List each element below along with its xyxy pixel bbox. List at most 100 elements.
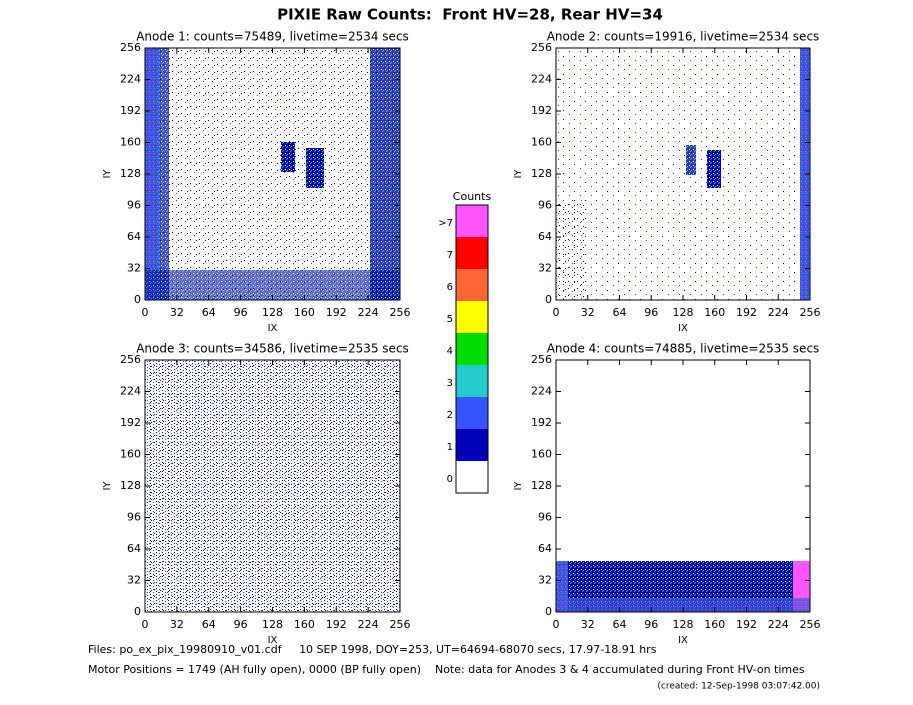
y-tick-label: 32 bbox=[127, 262, 141, 275]
y-tick-label: 64 bbox=[538, 230, 552, 243]
colorbar-label: 0 bbox=[447, 474, 453, 485]
x-tick-label: 0 bbox=[553, 306, 560, 319]
x-tick-label: 160 bbox=[704, 306, 725, 319]
x-tick-label: 64 bbox=[202, 618, 216, 631]
y-tick-label: 0 bbox=[545, 605, 552, 618]
y-tick-label: 128 bbox=[120, 479, 141, 492]
colorbar-label: >7 bbox=[438, 218, 453, 229]
colorbar-box bbox=[456, 397, 488, 429]
y-tick-label: 224 bbox=[531, 385, 552, 398]
y-tick-label: 160 bbox=[120, 448, 141, 461]
x-tick-label: 96 bbox=[644, 306, 658, 319]
x-tick-label: 32 bbox=[170, 306, 184, 319]
y-tick-label: 64 bbox=[127, 230, 141, 243]
x-tick-label: 0 bbox=[142, 306, 149, 319]
y-tick-label: 224 bbox=[120, 385, 141, 398]
y-tick-label: 32 bbox=[127, 574, 141, 587]
colorbar-frame bbox=[455, 204, 489, 494]
y-tick-label: 256 bbox=[120, 41, 141, 54]
x-tick-label: 64 bbox=[202, 306, 216, 319]
y-tick-label: 192 bbox=[120, 104, 141, 117]
y-tick-label: 256 bbox=[531, 353, 552, 366]
y-tick-label: 256 bbox=[120, 353, 141, 366]
x-tick-label: 96 bbox=[234, 306, 248, 319]
x-tick-label: 64 bbox=[613, 618, 627, 631]
x-tick-label: 224 bbox=[768, 306, 789, 319]
x-tick-label: 256 bbox=[800, 306, 821, 319]
colorbar-label: 1 bbox=[447, 442, 453, 453]
y-tick-label: 128 bbox=[120, 167, 141, 180]
x-tick-label: 32 bbox=[170, 618, 184, 631]
x-tick-label: 160 bbox=[704, 618, 725, 631]
x-tick-label: 224 bbox=[358, 306, 379, 319]
colorbar-label: 3 bbox=[447, 378, 453, 389]
colorbar-label: 2 bbox=[447, 410, 453, 421]
y-tick-label: 64 bbox=[538, 542, 552, 555]
y-axis-label: IY bbox=[102, 481, 113, 491]
x-tick-label: 192 bbox=[736, 618, 757, 631]
x-axis-label: IX bbox=[678, 323, 688, 334]
x-axis-label: IX bbox=[268, 323, 278, 334]
y-tick-label: 64 bbox=[127, 542, 141, 555]
y-tick-label: 160 bbox=[531, 448, 552, 461]
x-tick-label: 32 bbox=[581, 618, 595, 631]
y-tick-label: 160 bbox=[120, 136, 141, 149]
colorbar-label: 5 bbox=[447, 314, 453, 325]
x-tick-label: 192 bbox=[326, 306, 347, 319]
x-tick-label: 224 bbox=[358, 618, 379, 631]
y-tick-label: 32 bbox=[538, 262, 552, 275]
x-tick-label: 32 bbox=[581, 306, 595, 319]
colorbar-box bbox=[456, 237, 488, 269]
footer-text: (created: 12-Sep-1998 03:07:42.00) bbox=[657, 682, 820, 692]
x-tick-label: 128 bbox=[262, 306, 283, 319]
y-tick-label: 128 bbox=[531, 479, 552, 492]
colorbar-box bbox=[456, 461, 488, 493]
x-tick-label: 160 bbox=[294, 618, 315, 631]
y-tick-label: 256 bbox=[531, 41, 552, 54]
y-tick-label: 96 bbox=[127, 199, 141, 212]
x-axis-label: IX bbox=[678, 635, 688, 646]
x-tick-label: 256 bbox=[390, 306, 411, 319]
colorbar-label: 7 bbox=[447, 250, 453, 261]
colorbar-box bbox=[456, 333, 488, 365]
footer-text: Motor Positions = 1749 (AH fully open), … bbox=[88, 663, 805, 676]
y-tick-label: 192 bbox=[120, 416, 141, 429]
y-tick-label: 192 bbox=[531, 416, 552, 429]
x-tick-label: 192 bbox=[736, 306, 757, 319]
x-tick-label: 96 bbox=[234, 618, 248, 631]
footer-text: Files: po_ex_pix_19980910_v01.cdf 10 SEP… bbox=[88, 643, 657, 656]
x-tick-label: 160 bbox=[294, 306, 315, 319]
x-tick-label: 224 bbox=[768, 618, 789, 631]
y-tick-label: 224 bbox=[531, 73, 552, 86]
x-tick-label: 256 bbox=[800, 618, 821, 631]
colorbar-label: 6 bbox=[447, 282, 453, 293]
y-tick-label: 96 bbox=[127, 511, 141, 524]
y-tick-label: 96 bbox=[538, 199, 552, 212]
x-tick-label: 0 bbox=[553, 618, 560, 631]
x-tick-label: 192 bbox=[326, 618, 347, 631]
x-tick-label: 128 bbox=[262, 618, 283, 631]
y-axis-label: IY bbox=[513, 169, 524, 179]
colorbar-box bbox=[456, 269, 488, 301]
colorbar-box bbox=[456, 365, 488, 397]
y-tick-label: 0 bbox=[134, 605, 141, 618]
y-tick-label: 160 bbox=[531, 136, 552, 149]
colorbar-box bbox=[456, 301, 488, 333]
panel-title: Anode 3: counts=34586, livetime=2535 sec… bbox=[136, 342, 409, 356]
y-tick-label: 0 bbox=[134, 293, 141, 306]
colorbar-box bbox=[456, 205, 488, 237]
panel-title: Anode 4: counts=74885, livetime=2535 sec… bbox=[547, 342, 820, 356]
y-tick-label: 0 bbox=[545, 293, 552, 306]
panel-title: Anode 2: counts=19916, livetime=2534 sec… bbox=[547, 30, 820, 44]
colorbar-box bbox=[456, 429, 488, 461]
x-axis-label: IX bbox=[268, 635, 278, 646]
y-tick-label: 192 bbox=[531, 104, 552, 117]
x-tick-label: 0 bbox=[142, 618, 149, 631]
y-axis-label: IY bbox=[513, 481, 524, 491]
x-tick-label: 256 bbox=[390, 618, 411, 631]
x-tick-label: 128 bbox=[673, 306, 694, 319]
colorbar-label: 4 bbox=[447, 346, 453, 357]
figure-title: PIXIE Raw Counts: Front HV=28, Rear HV=3… bbox=[277, 6, 663, 24]
x-tick-label: 96 bbox=[644, 618, 658, 631]
